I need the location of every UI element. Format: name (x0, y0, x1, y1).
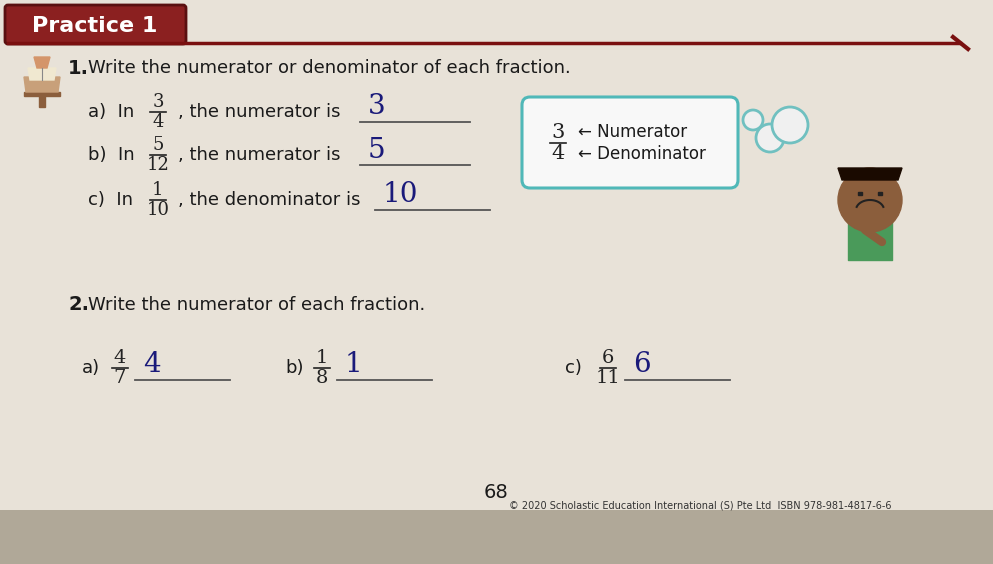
Text: 4: 4 (143, 350, 161, 377)
Text: 1: 1 (316, 349, 329, 367)
Polygon shape (24, 77, 60, 92)
Text: 3: 3 (551, 123, 565, 142)
Text: © 2020 Scholastic Education International (S) Pte Ltd  ISBN 978-981-4817-6-6: © 2020 Scholastic Education Internationa… (508, 500, 892, 510)
Text: , the numerator is: , the numerator is (178, 103, 341, 121)
Text: a)  In: a) In (88, 103, 134, 121)
Text: 2.: 2. (68, 296, 89, 315)
Text: 3: 3 (152, 93, 164, 111)
Text: 7: 7 (114, 369, 126, 387)
Text: 10: 10 (383, 182, 418, 209)
Text: 1: 1 (345, 350, 362, 377)
Text: , the numerator is: , the numerator is (178, 146, 341, 164)
Text: 1: 1 (152, 181, 164, 199)
Polygon shape (28, 68, 56, 80)
Text: 3: 3 (368, 94, 385, 121)
Text: b): b) (285, 359, 304, 377)
Text: 4: 4 (152, 113, 164, 131)
Circle shape (756, 124, 784, 152)
Text: a): a) (82, 359, 100, 377)
Text: 1.: 1. (68, 59, 89, 77)
Circle shape (838, 168, 902, 232)
Text: 8: 8 (316, 369, 329, 387)
FancyBboxPatch shape (5, 5, 186, 44)
Text: 6: 6 (602, 349, 615, 367)
Text: Write the numerator of each fraction.: Write the numerator of each fraction. (88, 296, 425, 314)
Text: ← Denominator: ← Denominator (578, 145, 706, 163)
Text: Write the numerator or denominator of each fraction.: Write the numerator or denominator of ea… (88, 59, 571, 77)
Circle shape (743, 110, 763, 130)
Circle shape (772, 107, 808, 143)
Text: 4: 4 (114, 349, 126, 367)
FancyBboxPatch shape (522, 97, 738, 188)
Text: 11: 11 (596, 369, 621, 387)
Polygon shape (858, 192, 862, 195)
Text: ← Numerator: ← Numerator (578, 123, 687, 141)
Text: 4: 4 (551, 144, 565, 163)
Polygon shape (39, 96, 45, 107)
Text: b)  In: b) In (88, 146, 135, 164)
Text: 5: 5 (368, 136, 385, 164)
Polygon shape (24, 92, 60, 96)
Text: 6: 6 (633, 350, 650, 377)
Text: 10: 10 (147, 201, 170, 219)
Polygon shape (838, 168, 902, 180)
FancyBboxPatch shape (0, 510, 993, 564)
Polygon shape (34, 57, 50, 68)
Text: Practice 1: Practice 1 (33, 16, 158, 36)
Text: 68: 68 (484, 482, 508, 501)
Polygon shape (878, 192, 882, 195)
Text: , the denominator is: , the denominator is (178, 191, 360, 209)
Text: 12: 12 (147, 156, 170, 174)
Text: 5: 5 (152, 136, 164, 154)
Text: c): c) (565, 359, 582, 377)
Text: c)  In: c) In (88, 191, 133, 209)
